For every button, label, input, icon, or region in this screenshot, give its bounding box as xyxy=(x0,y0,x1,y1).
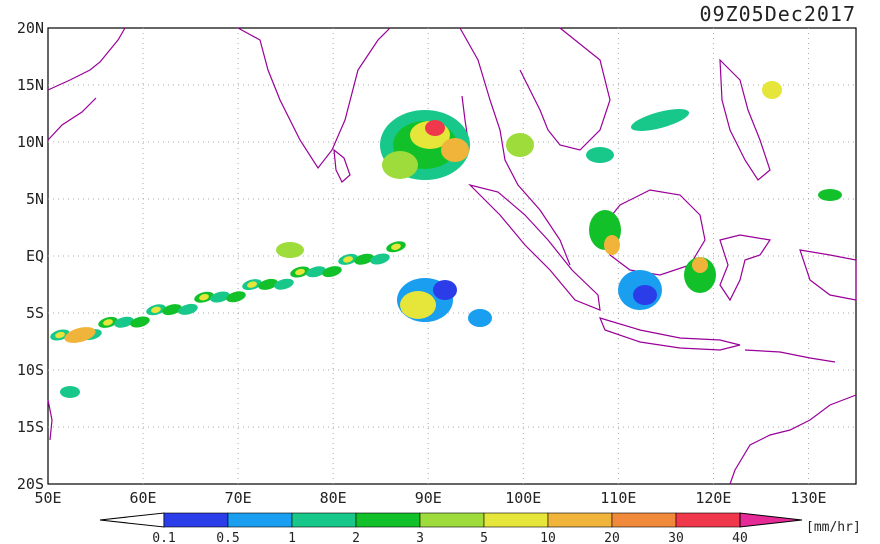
colorbar: 0.1 0.5 1 2 3 5 10 20 30 40 xyxy=(99,512,803,544)
rain-cell xyxy=(276,242,304,258)
lon-label: 70E xyxy=(225,489,252,507)
colorbar-segment xyxy=(675,512,741,528)
rain-cell xyxy=(468,309,492,327)
map-title: 09Z05Dec2017 xyxy=(699,2,856,26)
rain-cell xyxy=(630,109,690,131)
lon-label: 80E xyxy=(320,489,347,507)
rain-cell xyxy=(382,151,418,179)
lon-label: 60E xyxy=(130,489,157,507)
rain-cell xyxy=(162,304,182,316)
colorbar-label: 10 xyxy=(540,531,556,544)
rain-cell xyxy=(295,268,305,276)
colorbar-segment xyxy=(291,512,357,528)
rain-cell xyxy=(306,266,326,278)
lon-label: 110E xyxy=(600,489,636,507)
colorbar-high-arrow xyxy=(739,512,803,528)
colorbar-label: 3 xyxy=(416,531,424,544)
lat-label: 15S xyxy=(17,418,44,436)
rain-cell xyxy=(322,266,342,278)
rain-cell xyxy=(247,281,257,288)
lat-label: 10S xyxy=(17,361,44,379)
rain-cell xyxy=(64,327,96,343)
latitude-labels: 20N 15N 10N 5N EQ 5S 10S 15S 20S xyxy=(17,19,44,493)
rain-cell xyxy=(130,316,150,328)
rain-cell xyxy=(684,257,716,293)
lat-label: 10N xyxy=(17,133,44,151)
rain-cell xyxy=(226,291,246,303)
rain-cell xyxy=(586,147,614,163)
lon-label: 90E xyxy=(415,489,442,507)
rain-cell xyxy=(343,256,353,263)
colorbar-segment xyxy=(355,512,421,528)
colorbar-label: 0.5 xyxy=(216,531,239,544)
rain-cell xyxy=(210,291,230,303)
colorbar-label: 40 xyxy=(732,531,748,544)
colorbar-segment xyxy=(611,512,677,528)
lat-label: EQ xyxy=(26,247,44,265)
rain-cell xyxy=(151,306,161,313)
colorbar-label: 2 xyxy=(352,531,360,544)
rain-cell xyxy=(274,278,294,290)
rain-cell xyxy=(354,253,374,265)
precipitation-field xyxy=(50,81,842,398)
colorbar-segment xyxy=(547,512,613,528)
lat-label: 5N xyxy=(26,190,44,208)
colorbar-segment xyxy=(419,512,485,528)
rain-cell xyxy=(258,278,278,290)
lat-label: 15N xyxy=(17,76,44,94)
lat-label: 5S xyxy=(26,304,44,322)
rain-cell xyxy=(114,316,134,328)
colorbar-label: 20 xyxy=(604,531,620,544)
rain-cell xyxy=(55,331,65,339)
lon-label: 100E xyxy=(505,489,541,507)
colorbar-label: 5 xyxy=(480,531,488,544)
rain-cell xyxy=(103,319,113,326)
rain-cell xyxy=(762,81,782,99)
rain-cell xyxy=(60,386,80,398)
lat-label: 20N xyxy=(17,19,44,37)
colorbar-label: 30 xyxy=(668,531,684,544)
rain-cell xyxy=(818,189,842,201)
coastlines xyxy=(47,27,857,485)
rain-cell xyxy=(441,138,469,162)
colorbar-segment xyxy=(227,512,293,528)
rain-cell xyxy=(400,291,436,319)
lat-label: 20S xyxy=(17,475,44,493)
rain-cell xyxy=(370,253,390,265)
longitude-labels: 50E 60E 70E 80E 90E 100E 110E 120E 130E xyxy=(34,489,826,507)
rain-cell xyxy=(604,235,620,255)
rain-cell xyxy=(433,280,457,300)
rain-cell xyxy=(633,285,657,305)
rain-cell xyxy=(178,303,198,315)
rain-cell xyxy=(692,257,708,273)
colorbar-segment xyxy=(483,512,549,528)
colorbar-low-arrow xyxy=(99,512,165,528)
colorbar-label: 0.1 xyxy=(152,531,175,544)
graticule xyxy=(48,28,856,484)
lon-label: 120E xyxy=(695,489,731,507)
units-label: [mm/hr] xyxy=(806,520,861,535)
colorbar-label: 1 xyxy=(288,531,296,544)
rain-cell xyxy=(199,294,209,301)
rain-cell xyxy=(506,133,534,157)
rain-cell xyxy=(425,120,445,136)
rain-cell xyxy=(391,243,401,250)
lon-label: 130E xyxy=(790,489,826,507)
lon-label: 50E xyxy=(34,489,61,507)
colorbar-segment xyxy=(163,512,229,528)
map-frame xyxy=(47,27,857,485)
